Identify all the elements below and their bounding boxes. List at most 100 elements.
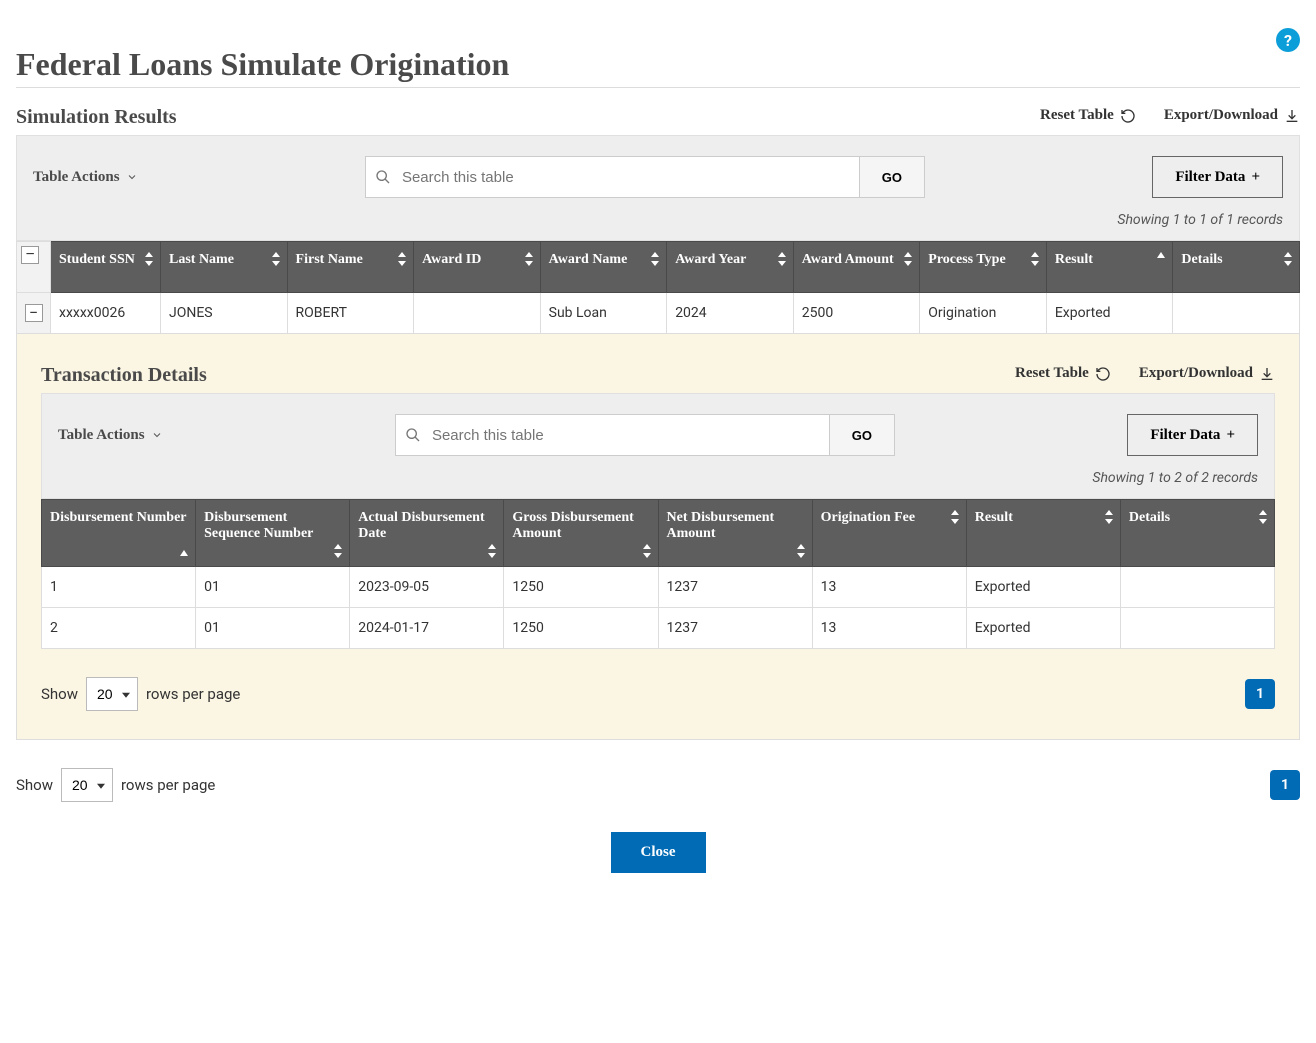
dcol-date[interactable]: Actual Disbursement Date bbox=[350, 500, 504, 567]
col-last-name-label: Last Name bbox=[169, 252, 234, 267]
dcell-details bbox=[1120, 567, 1274, 608]
dcol-gross[interactable]: Gross Disbursement Amount bbox=[504, 500, 658, 567]
main-toolbar: Table Actions GO Filter Data + Showing 1… bbox=[16, 135, 1300, 241]
expand-col-header: − bbox=[17, 242, 51, 293]
col-student-ssn-label: Student SSN bbox=[59, 252, 135, 267]
dcell-date: 2024-01-17 bbox=[350, 608, 504, 649]
collapse-all-icon[interactable]: − bbox=[21, 246, 39, 264]
sort-icon bbox=[487, 544, 497, 558]
sort-asc-icon bbox=[179, 550, 189, 558]
sort-icon bbox=[650, 252, 660, 266]
filter-data-button[interactable]: Filter Data + bbox=[1152, 156, 1283, 198]
main-page-size-select[interactable]: 20 bbox=[61, 768, 113, 802]
cell-award-id bbox=[414, 293, 541, 334]
collapse-row-icon[interactable]: − bbox=[25, 304, 43, 322]
sort-icon bbox=[397, 252, 407, 266]
transaction-details-table: Disbursement Number Disbursement Sequenc… bbox=[41, 499, 1275, 649]
dcell-seq: 01 bbox=[196, 608, 350, 649]
help-icon[interactable]: ? bbox=[1276, 28, 1300, 52]
detail-page-number[interactable]: 1 bbox=[1245, 679, 1275, 709]
detail-table-actions-label: Table Actions bbox=[58, 427, 145, 444]
dcell-seq: 01 bbox=[196, 567, 350, 608]
cell-first-name: ROBERT bbox=[287, 293, 414, 334]
detail-go-button[interactable]: GO bbox=[830, 414, 895, 456]
detail-search-input[interactable] bbox=[395, 414, 830, 456]
col-process-type[interactable]: Process Type bbox=[920, 242, 1047, 293]
col-award-id[interactable]: Award ID bbox=[414, 242, 541, 293]
dcol-details-label: Details bbox=[1129, 510, 1170, 525]
col-details[interactable]: Details bbox=[1173, 242, 1300, 293]
search-icon bbox=[405, 427, 421, 443]
table-actions-dropdown[interactable]: Table Actions bbox=[33, 169, 138, 186]
detail-export-button[interactable]: Export/Download bbox=[1139, 365, 1275, 382]
dcell-details bbox=[1120, 608, 1274, 649]
expand-cell: − bbox=[17, 293, 51, 334]
col-award-amount[interactable]: Award Amount bbox=[793, 242, 920, 293]
dcol-details[interactable]: Details bbox=[1120, 500, 1274, 567]
dcell-result: Exported bbox=[966, 608, 1120, 649]
cell-process-type: Origination bbox=[920, 293, 1047, 334]
transaction-details-title: Transaction Details bbox=[41, 364, 207, 387]
dcol-date-label: Actual Disbursement Date bbox=[358, 510, 484, 541]
download-icon bbox=[1259, 366, 1275, 382]
dcol-result-label: Result bbox=[975, 510, 1013, 525]
col-award-name-label: Award Name bbox=[549, 252, 628, 267]
dcell-fee: 13 bbox=[812, 608, 966, 649]
export-download-button[interactable]: Export/Download bbox=[1164, 107, 1300, 124]
cell-award-name: Sub Loan bbox=[540, 293, 667, 334]
main-page-number[interactable]: 1 bbox=[1270, 770, 1300, 800]
simulation-results-title: Simulation Results bbox=[16, 106, 177, 129]
reset-icon bbox=[1095, 366, 1111, 382]
sort-icon bbox=[1104, 510, 1114, 524]
dcol-seq-num[interactable]: Disbursement Sequence Number bbox=[196, 500, 350, 567]
show-label: Show bbox=[41, 685, 78, 703]
rows-per-page-label: rows per page bbox=[121, 776, 215, 794]
rows-per-page-label: rows per page bbox=[146, 685, 240, 703]
dcell-result: Exported bbox=[966, 567, 1120, 608]
reset-table-button[interactable]: Reset Table bbox=[1040, 107, 1136, 124]
dcell-num: 1 bbox=[42, 567, 196, 608]
dcol-fee[interactable]: Origination Fee bbox=[812, 500, 966, 567]
dcell-net: 1237 bbox=[658, 567, 812, 608]
col-award-id-label: Award ID bbox=[422, 252, 481, 267]
detail-reset-table-button[interactable]: Reset Table bbox=[1015, 365, 1111, 382]
dcell-net: 1237 bbox=[658, 608, 812, 649]
detail-page-size-select[interactable]: 20 bbox=[86, 677, 138, 711]
table-actions-label: Table Actions bbox=[33, 169, 120, 186]
col-last-name[interactable]: Last Name bbox=[161, 242, 288, 293]
chevron-down-icon bbox=[151, 429, 163, 441]
detail-filter-button[interactable]: Filter Data + bbox=[1127, 414, 1258, 456]
table-row: 1 01 2023-09-05 1250 1237 13 Exported bbox=[42, 567, 1275, 608]
dcol-net[interactable]: Net Disbursement Amount bbox=[658, 500, 812, 567]
chevron-down-icon bbox=[126, 171, 138, 183]
detail-filter-label: Filter Data bbox=[1150, 427, 1220, 444]
search-input[interactable] bbox=[365, 156, 860, 198]
sort-icon bbox=[1283, 252, 1293, 266]
col-result[interactable]: Result bbox=[1046, 242, 1173, 293]
simulation-results-table: − Student SSN Last Name First Name Award… bbox=[16, 241, 1300, 334]
search-group: GO bbox=[365, 156, 925, 198]
sort-icon bbox=[777, 252, 787, 266]
dcol-net-label: Net Disbursement Amount bbox=[667, 510, 775, 541]
page-title: Federal Loans Simulate Origination bbox=[16, 46, 1300, 88]
reset-table-label: Reset Table bbox=[1040, 107, 1114, 124]
detail-toolbar: Table Actions GO Filter Data + Showing 1… bbox=[41, 393, 1275, 499]
dcol-result[interactable]: Result bbox=[966, 500, 1120, 567]
sort-icon bbox=[524, 252, 534, 266]
col-first-name[interactable]: First Name bbox=[287, 242, 414, 293]
detail-table-actions-dropdown[interactable]: Table Actions bbox=[58, 427, 163, 444]
dcell-gross: 1250 bbox=[504, 608, 658, 649]
close-button[interactable]: Close bbox=[611, 832, 706, 873]
detail-search-group: GO bbox=[395, 414, 895, 456]
plus-icon: + bbox=[1226, 427, 1235, 444]
col-first-name-label: First Name bbox=[296, 252, 363, 267]
col-award-name[interactable]: Award Name bbox=[540, 242, 667, 293]
sort-asc-icon bbox=[1156, 252, 1166, 260]
dcol-disb-num[interactable]: Disbursement Number bbox=[42, 500, 196, 567]
col-student-ssn[interactable]: Student SSN bbox=[51, 242, 161, 293]
col-award-year[interactable]: Award Year bbox=[667, 242, 794, 293]
col-result-label: Result bbox=[1055, 252, 1093, 267]
go-button[interactable]: GO bbox=[860, 156, 925, 198]
dcell-num: 2 bbox=[42, 608, 196, 649]
sort-icon bbox=[271, 252, 281, 266]
